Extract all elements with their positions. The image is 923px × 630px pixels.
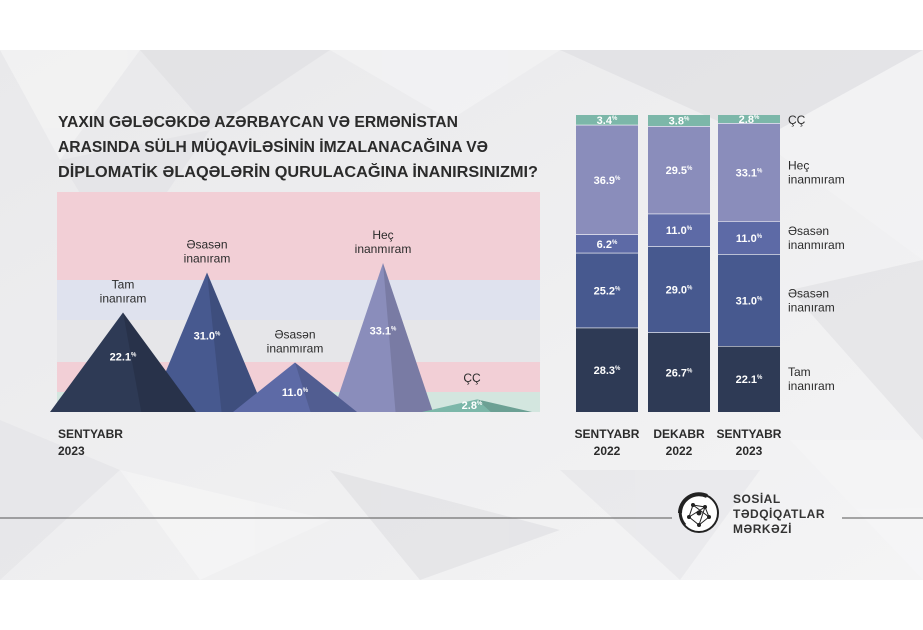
peak-label-2-line-2: inanıram xyxy=(184,251,231,265)
title-line-3: DİPLOMATİK ƏLAQƏLƏRİN QURULACAĞINA İNANI… xyxy=(58,162,538,181)
bar-1-segment-2 xyxy=(576,125,638,235)
legend-5-line-2: inanıram xyxy=(788,379,835,393)
bar-1-segment-3 xyxy=(576,234,638,254)
bar-1-value-4: 25.2% xyxy=(594,286,621,298)
bar-3-value-3: 11.0% xyxy=(736,233,763,245)
peak-label-3-line-2: inanmıram xyxy=(267,341,324,355)
bar-2-segment-3 xyxy=(648,213,710,247)
legend-2-line-1: Heç xyxy=(788,158,809,172)
peak-label-4-line-1: Heç xyxy=(372,228,393,242)
peak-shade-5 xyxy=(477,399,532,412)
logo-line-3: MƏRKƏZİ xyxy=(733,521,792,536)
legend-4-line-2: inanıram xyxy=(788,300,835,314)
legend-2-line-2: inanmıram xyxy=(788,172,845,186)
peak-shape-4 xyxy=(333,263,433,412)
bar-3-value-2: 33.1% xyxy=(736,167,763,179)
peak-chart: 22.1%Taminanıram31.0%Əsasəninanıram11.0%… xyxy=(50,192,540,458)
bar-3: 2.8%33.1%11.0%31.0%22.1% xyxy=(718,114,780,412)
background-band-2 xyxy=(57,280,540,320)
bar-2-segment-2 xyxy=(648,126,710,214)
bar-2-value-2: 29.5% xyxy=(666,165,693,177)
bar-1-label-line-2: 2022 xyxy=(594,444,621,458)
peak-value-1: 22.1% xyxy=(110,351,137,363)
legend-1-line-1: ÇÇ xyxy=(788,113,806,127)
peak-shade-4 xyxy=(383,263,433,412)
legend-4-line-1: Əsasən xyxy=(788,286,829,300)
bar-1-value-5: 28.3% xyxy=(594,365,621,377)
stacked-bar-chart: 3.4%36.9%6.2%25.2%28.3%SENTYABR20223.8%2… xyxy=(575,113,845,458)
bar-1-label-line-1: SENTYABR xyxy=(575,427,640,441)
peak-value-2: 31.0% xyxy=(194,330,221,342)
title-line-2: ARASINDA SÜLH MÜQAVİLƏSİNİN İMZALANACAĞI… xyxy=(58,137,488,156)
bar-1-segment-4 xyxy=(576,253,638,328)
bar-3-segment-1 xyxy=(718,115,780,124)
peak-shade-1 xyxy=(123,312,196,412)
bar-1: 3.4%36.9%6.2%25.2%28.3% xyxy=(576,115,638,412)
peak-shape-5 xyxy=(422,399,532,412)
bar-2-segment-1 xyxy=(648,115,710,127)
peak-shape-2 xyxy=(149,272,265,412)
bar-3-segment-4 xyxy=(718,254,780,347)
bar-2-value-3: 11.0% xyxy=(666,225,693,237)
bar-3-segment-3 xyxy=(718,221,780,255)
peak-value-4: 33.1% xyxy=(370,326,397,338)
bar-2: 3.8%29.5%11.0%29.0%26.7% xyxy=(648,115,710,412)
bar-1-segment-1 xyxy=(576,115,638,126)
bar-1-segment-5 xyxy=(576,327,638,412)
background-facets xyxy=(0,50,923,580)
bar-2-value-4: 29.0% xyxy=(666,285,693,297)
bar-1-value-2: 36.9% xyxy=(594,175,621,187)
peak-shape-1 xyxy=(50,312,196,412)
peak-label-4-line-2: inanmıram xyxy=(355,242,412,256)
logo-line-1: SOSİAL xyxy=(733,491,781,506)
peak-shape-3 xyxy=(233,362,357,412)
bar-3-segment-2 xyxy=(718,123,780,222)
peak-label-3-line-1: Əsasən xyxy=(274,327,315,341)
peak-shade-3 xyxy=(295,362,357,412)
bar-2-segment-4 xyxy=(648,246,710,333)
title-line-1: YAXIN GƏLƏCƏKDƏ AZƏRBAYCAN VƏ ERMƏNİSTAN xyxy=(58,113,458,131)
logo: SOSİAL TƏDQİQATLAR MƏRKƏZİ xyxy=(678,491,825,536)
peak-5 xyxy=(422,399,532,412)
peak-2 xyxy=(149,272,265,412)
logo-emblem-icon xyxy=(678,492,719,533)
peak-label-2-line-1: Əsasən xyxy=(186,237,227,251)
legend-5-line-1: Tam xyxy=(788,365,811,379)
period-label-line-2: 2023 xyxy=(58,444,85,458)
bar-3-label-line-1: SENTYABR xyxy=(717,427,782,441)
bar-2-segment-5 xyxy=(648,332,710,412)
peak-value-3: 11.0% xyxy=(282,387,309,399)
peak-1 xyxy=(50,312,196,412)
bar-3-value-4: 31.0% xyxy=(736,295,763,307)
legend-3-line-2: inanmıram xyxy=(788,238,845,252)
peak-shade-2 xyxy=(207,272,265,412)
legend-3-line-1: Əsasən xyxy=(788,224,829,238)
period-label-line-1: SENTYABR xyxy=(58,427,123,441)
peak-3 xyxy=(233,362,357,412)
bar-3-label-line-2: 2023 xyxy=(736,444,763,458)
peak-label-1-line-1: Tam xyxy=(112,278,135,292)
background-band-1 xyxy=(57,192,540,280)
bar-3-value-5: 22.1% xyxy=(736,374,763,386)
peak-label-5-line-1: ÇÇ xyxy=(463,371,481,385)
peak-4 xyxy=(333,263,433,412)
bar-2-label-line-2: 2022 xyxy=(666,444,693,458)
logo-line-2: TƏDQİQATLAR xyxy=(733,506,825,521)
bar-3-segment-5 xyxy=(718,346,780,412)
peak-label-1-line-2: inanıram xyxy=(100,292,147,306)
bar-2-label-line-1: DEKABR xyxy=(653,427,705,441)
chart-title: YAXIN GƏLƏCƏKDƏ AZƏRBAYCAN VƏ ERMƏNİSTAN… xyxy=(58,113,538,181)
bar-2-value-5: 26.7% xyxy=(666,367,693,379)
